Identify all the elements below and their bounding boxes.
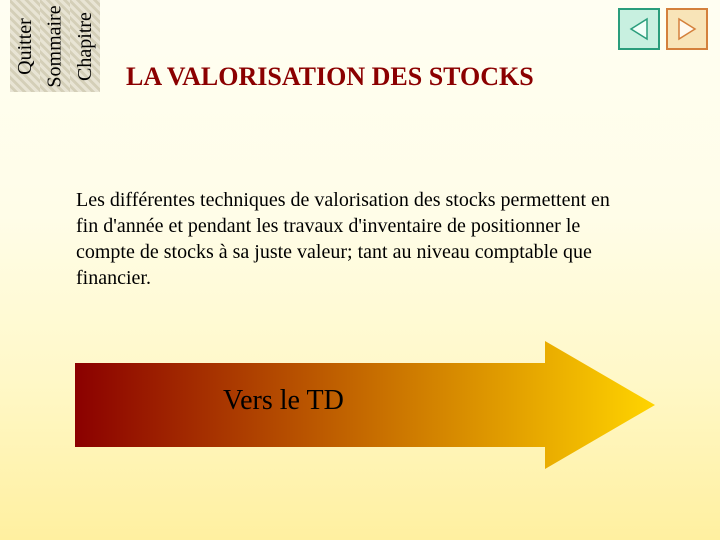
cta-label: Vers le TD — [223, 385, 344, 417]
arrow-right-large-icon — [75, 341, 655, 469]
page-title: LA VALORISATION DES STOCKS — [126, 62, 534, 92]
nav-chapitre[interactable]: Chapitre — [70, 0, 100, 92]
nav-label: Chapitre — [74, 12, 97, 81]
nav-label: Sommaire — [44, 5, 67, 87]
body-paragraph: Les différentes techniques de valorisati… — [76, 187, 636, 291]
nav-sommaire[interactable]: Sommaire — [40, 0, 70, 92]
nav-button-group: Quitter Sommaire Chapitre — [10, 0, 100, 92]
pager-arrows — [618, 8, 708, 50]
nav-label: Quitter — [14, 18, 37, 75]
arrow-right-icon — [673, 15, 701, 43]
prev-button[interactable] — [618, 8, 660, 50]
arrow-left-icon — [625, 15, 653, 43]
next-button[interactable] — [666, 8, 708, 50]
cta-arrow[interactable]: Vers le TD — [75, 341, 655, 469]
nav-quitter[interactable]: Quitter — [10, 0, 40, 92]
